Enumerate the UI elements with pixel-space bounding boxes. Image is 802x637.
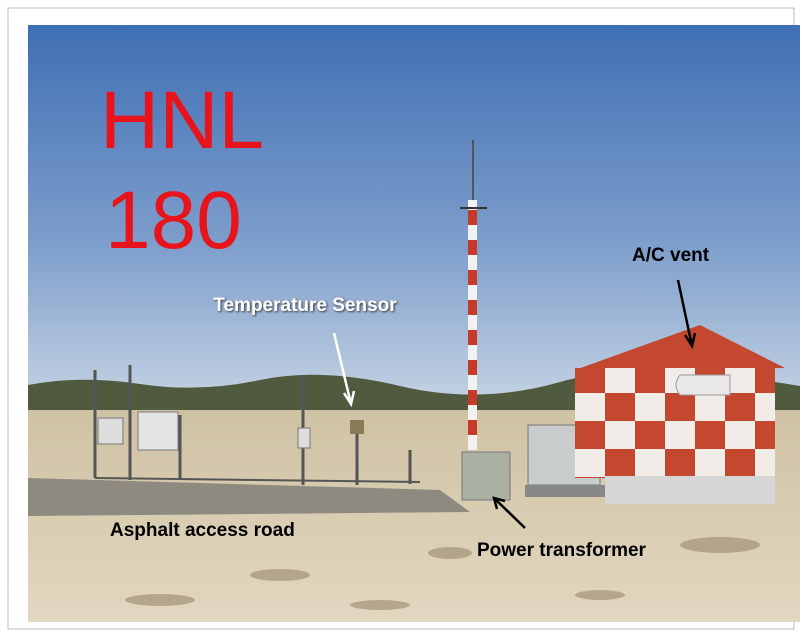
label: A/C vent: [632, 245, 710, 266]
label: Power transformer: [477, 540, 647, 561]
photo: [28, 25, 800, 622]
label: Asphalt access road: [110, 520, 295, 541]
label: Temperature Sensor: [213, 295, 397, 316]
handwriting: 180: [105, 175, 242, 266]
handwriting: HNL: [100, 75, 264, 166]
